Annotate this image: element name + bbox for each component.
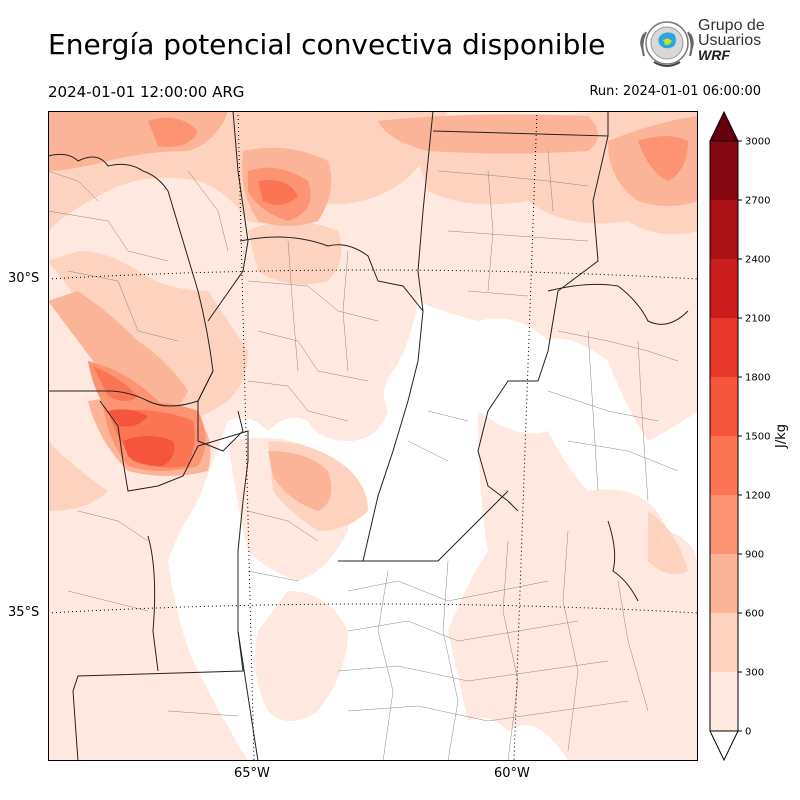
colorbar-bin (710, 200, 738, 259)
lat-label-30s: 30°S (8, 271, 40, 286)
colorbar-bin (710, 141, 738, 200)
logo-line-1: Grupo de (698, 17, 765, 34)
colorbar-label: J/kg (774, 424, 789, 449)
lon-label-60w: 60°W (494, 766, 530, 781)
province-boundaries (48, 111, 689, 761)
colorbar-bin (710, 318, 738, 377)
colorbar-tick-label: 2400 (745, 255, 770, 266)
colorbar-tick-label: 900 (745, 550, 764, 561)
cape-map (48, 111, 698, 761)
cape-fill-0-300 (48, 111, 698, 761)
colorbar-tick-label: 600 (745, 609, 764, 620)
colorbar-extend-min (709, 730, 739, 762)
logo-line-2: Usuarios (698, 32, 762, 49)
colorbar-tick-label: 2100 (745, 314, 770, 325)
colorbar-ticks: 0 300 600 900 1200 1500 1800 2100 2400 2700 3000 (738, 137, 770, 738)
colorbar-bin (710, 495, 738, 554)
map-frame (48, 111, 698, 761)
wrf-logo: Grupo de Usuarios WRF (638, 16, 768, 72)
colorbar-tick-label: 0 (745, 727, 751, 738)
valid-time: 2024-01-01 12:00:00 ARG (48, 83, 245, 101)
colorbar-tick-label: 300 (745, 668, 764, 679)
colorbar-bin (710, 613, 738, 672)
department-boundaries (48, 150, 679, 761)
lon-label-65w: 65°W (234, 766, 270, 781)
colorbar-bin (710, 554, 738, 613)
globe-logo-icon (640, 21, 694, 67)
graticule (48, 111, 698, 761)
cape-fill-1500-1800 (108, 409, 175, 466)
lat-label-35s: 35°S (8, 605, 40, 620)
logo-line-3: WRF (698, 47, 730, 63)
colorbar-tick-label: 1200 (745, 491, 770, 502)
colorbar-tick-label: 1500 (745, 432, 770, 443)
colorbar-tick-label: 2700 (745, 196, 770, 207)
colorbar-bin (710, 672, 738, 731)
map-title: Energía potencial convectiva disponible (48, 28, 606, 61)
colorbar: 0 300 600 900 1200 1500 1800 2100 2400 2700 3000 J… (709, 110, 789, 762)
colorbar-bins (710, 141, 738, 731)
colorbar-tick-label: 3000 (745, 137, 770, 148)
colorbar-bin (710, 436, 738, 495)
run-time: Run: 2024-01-01 06:00:00 (589, 84, 761, 99)
colorbar-tick-label: 1800 (745, 373, 770, 384)
colorbar-extend-max (709, 110, 739, 142)
colorbar-bin (710, 377, 738, 436)
colorbar-bin (710, 259, 738, 318)
